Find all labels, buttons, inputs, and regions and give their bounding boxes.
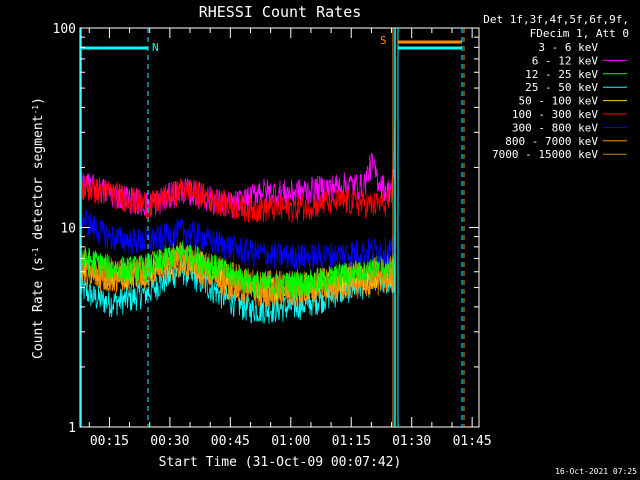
legend-header-line-2: FDecim 1, Att 0	[530, 27, 629, 40]
legend-entry-label: 7000 - 15000 keV	[492, 148, 598, 161]
marker-layer: N S	[80, 28, 465, 427]
series-line	[80, 115, 396, 223]
x-tick-label: 01:45	[453, 434, 492, 449]
x-tick-label: 00:15	[90, 434, 129, 449]
legend-entry-label: 100 - 300 keV	[512, 108, 598, 121]
legend-entry-label: 6 - 12 keV	[532, 54, 599, 67]
legend-entry-label: 800 - 7000 keV	[505, 135, 598, 148]
x-tick-label: 00:45	[211, 434, 250, 449]
legend: Det 1f,3f,4f,5f,6f,9f, FDecim 1, Att 0 3…	[483, 13, 629, 161]
legend-entry-label: 50 - 100 keV	[519, 95, 599, 108]
x-tick-label: 01:15	[332, 434, 371, 449]
legend-entry-label: 3 - 6 keV	[538, 41, 598, 54]
legend-entry-label: 25 - 50 keV	[525, 81, 598, 94]
legend-entry-label: 300 - 800 keV	[512, 121, 598, 134]
chart-title: RHESSI Count Rates	[199, 3, 362, 21]
x-tick-label: 01:00	[271, 434, 310, 449]
timestamp: 16-Oct-2021 07:25	[555, 467, 637, 476]
plot-frame	[79, 27, 480, 428]
axis-layer: 1 10 100 00:15 00:30 00:45 01:00 01:15 01:30 01:4…	[53, 22, 492, 449]
x-tick-label: 01:30	[392, 434, 431, 449]
saa-marker-label: S	[380, 34, 387, 47]
y-axis-label: Count Rate (s-1 detector segment-1)	[31, 97, 47, 359]
series-line	[80, 241, 396, 301]
y-tick-label: 1	[68, 421, 76, 436]
night-marker-label: N	[152, 41, 159, 54]
series-layer	[80, 115, 396, 324]
x-axis-label: Start Time (31-Oct-09 00:07:42)	[159, 455, 402, 470]
legend-entry-label: 12 - 25 keV	[525, 68, 598, 81]
legend-header-line-1: Det 1f,3f,4f,5f,6f,9f,	[483, 13, 629, 26]
y-tick-label: 100	[53, 22, 76, 37]
y-tick-label: 10	[60, 222, 76, 237]
series-line	[80, 202, 396, 271]
x-tick-label: 00:30	[150, 434, 189, 449]
